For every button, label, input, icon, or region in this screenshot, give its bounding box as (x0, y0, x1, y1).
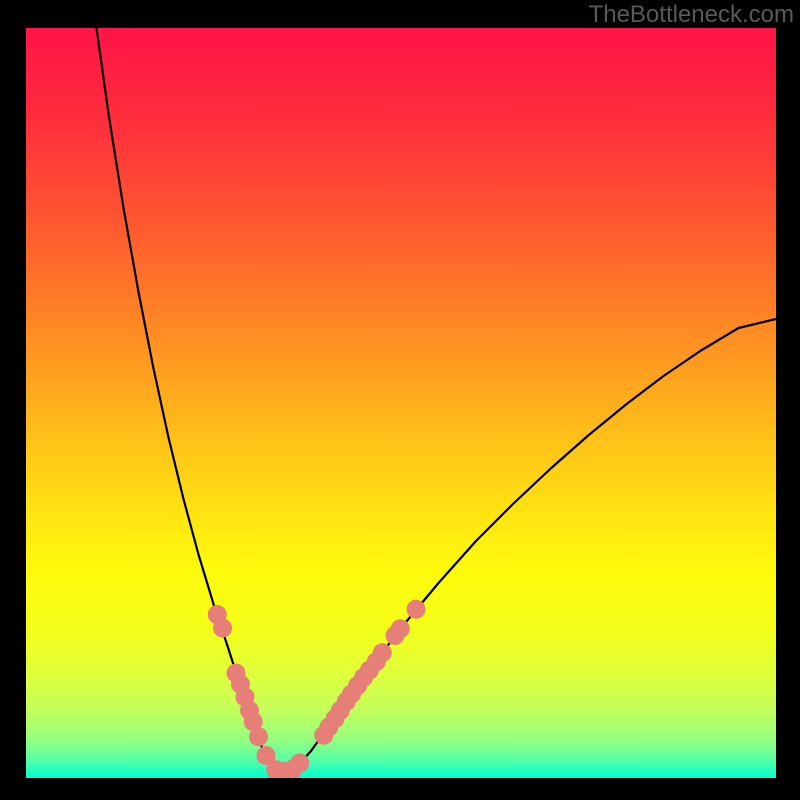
bottleneck-chart (26, 28, 776, 778)
marker-dot (407, 600, 426, 619)
chart-background-gradient (26, 28, 776, 778)
watermark-text: TheBottleneck.com (589, 1, 794, 29)
marker-dot (373, 643, 392, 662)
marker-dot (213, 619, 232, 638)
marker-dot (290, 754, 309, 773)
marker-dot (249, 727, 268, 746)
marker-dot (391, 619, 410, 638)
